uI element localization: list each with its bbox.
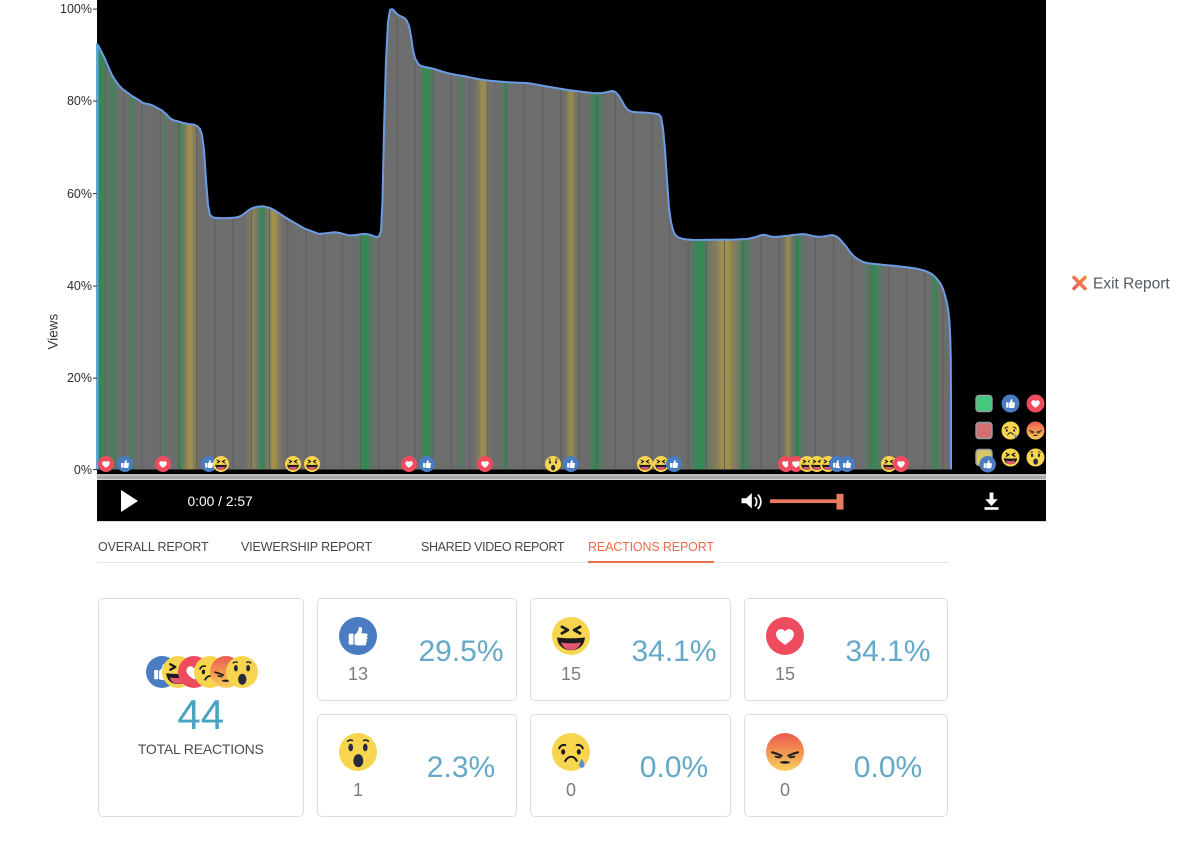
svg-text:0:00 / 2:57: 0:00 / 2:57 <box>188 494 253 509</box>
svg-text:Exit Report: Exit Report <box>1093 276 1170 293</box>
